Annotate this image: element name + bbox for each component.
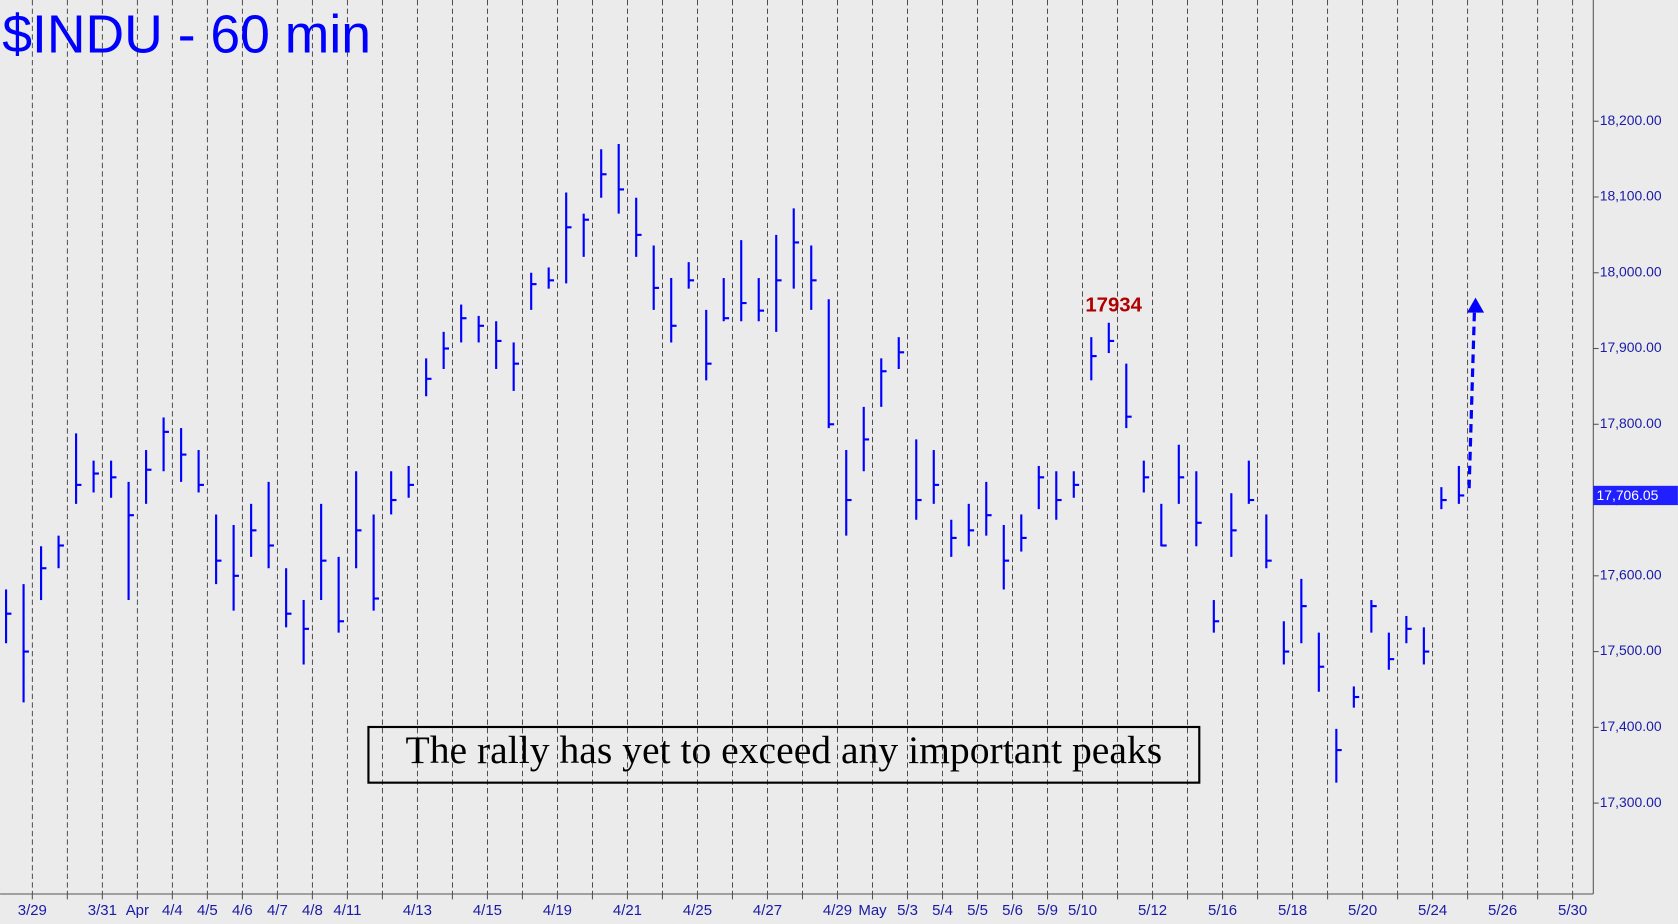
peak-label: 17934 [1085,295,1142,317]
last-price-box [1593,485,1678,506]
x-tick-label: 4/25 [683,902,712,919]
x-tick-label: 5/26 [1488,902,1517,919]
x-tick-label: 5/4 [932,902,953,919]
x-tick-label: 5/9 [1037,902,1058,919]
x-tick-label: 4/27 [753,902,782,919]
x-tick-label: 4/4 [162,902,183,919]
x-tick-label: 4/5 [197,902,218,919]
x-tick-label: 4/6 [232,902,253,919]
x-tick-label: 3/31 [88,902,117,919]
annotation-box [367,725,1201,784]
y-tick-label: 18,100.00 [1600,188,1662,204]
annotation: The rally has yet to exceed any importan… [406,728,1163,772]
x-tick-label: 4/19 [543,902,572,919]
x-tick-label: 5/16 [1208,902,1237,919]
y-tick-label: 17,800.00 [1600,415,1662,431]
y-tick-label: 17,500.00 [1600,642,1662,658]
x-tick-label: 4/21 [613,902,642,919]
day-lines [31,0,1574,895]
x-tick-label: 4/15 [473,902,502,919]
projection-arrow [1467,310,1477,489]
y-tick-label: 17,300.00 [1600,794,1662,810]
x-tick-label: 5/5 [967,902,988,919]
y-tick-label: 18,200.00 [1600,112,1662,128]
projection-arrow-head [1466,297,1485,313]
x-tick-label: 4/29 [823,902,852,919]
x-tick-label: 5/18 [1278,902,1307,919]
x-tick-label: 4/13 [403,902,432,919]
x-tick-label: 5/12 [1138,902,1167,919]
x-tick-label: 5/10 [1068,902,1097,919]
y-tick-label: 17,600.00 [1600,566,1662,582]
price-bars [4,143,1465,783]
x-tick-label: 4/7 [267,902,288,919]
y-tick-label: 17,900.00 [1600,339,1662,355]
x-tick-label: 5/6 [1002,902,1023,919]
x-tick-label: 5/24 [1418,902,1447,919]
x-tick-label: 4/11 [333,902,361,919]
chart-title: $INDU - 60 min [2,6,371,65]
x-tick-label: Apr [126,902,149,919]
y-tick-label: 17,400.00 [1600,718,1662,734]
x-tick-label: May [858,902,887,919]
x-tick-label: 3/29 [18,902,47,919]
x-tick-label: 4/8 [302,902,323,919]
axes: 3/29 3/31 Apr 4/4 4/5 4/6 4/7 4/8 4/11 4/13 4/15 4/… [18,112,1678,919]
last-price-label: 17,706.05 [1597,487,1659,503]
x-tick-label: 5/3 [897,902,918,919]
y-tick-label: 18,000.00 [1600,263,1662,279]
x-tick-label: 5/20 [1348,902,1377,919]
x-tick-label: 5/30 [1558,902,1587,919]
